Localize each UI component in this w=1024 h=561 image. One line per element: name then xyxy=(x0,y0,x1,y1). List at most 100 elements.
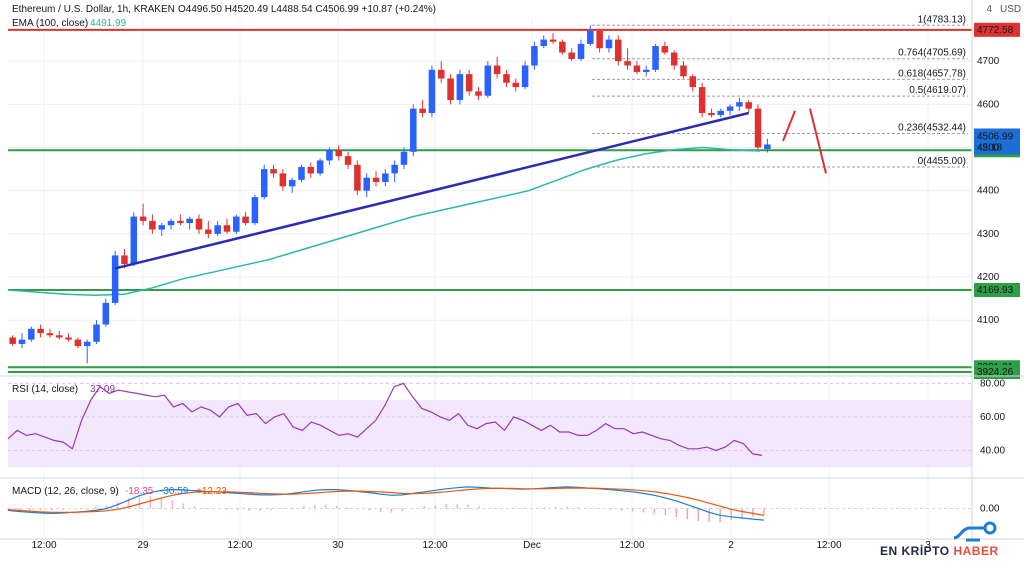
candle-body xyxy=(661,46,669,53)
level-tag-text: 4169.93 xyxy=(977,285,1014,296)
candle-body xyxy=(531,46,538,66)
logo-text-main: EN KRİPTO xyxy=(880,544,950,558)
candle-body xyxy=(186,218,193,224)
rsi-tick-label: 60.00 xyxy=(980,412,1005,423)
candle-body xyxy=(18,339,26,344)
candle-body xyxy=(670,52,678,66)
currency-prefix: 4 xyxy=(986,4,992,15)
x-tick-label: 12:00 xyxy=(227,540,252,551)
candle-body xyxy=(698,87,706,113)
candle-body xyxy=(475,91,482,96)
candle-body xyxy=(587,30,594,44)
candle-body xyxy=(130,216,138,265)
candle-body xyxy=(93,324,100,342)
ema-legend-value: 4491.99 xyxy=(90,18,127,29)
y-tick-label: 4700 xyxy=(977,56,1000,67)
candle-body xyxy=(410,108,417,152)
currency-label: USD xyxy=(1000,4,1021,15)
fib-level-label: 0.764(4705.69) xyxy=(898,48,966,59)
macd-signal-line xyxy=(7,487,765,516)
candle-body xyxy=(242,216,249,224)
fib-level-label: 0.236(4532.44) xyxy=(898,123,966,134)
candle-body xyxy=(559,41,566,53)
projection-arrow-up xyxy=(782,110,796,142)
candle-body xyxy=(46,333,54,336)
logo-icon xyxy=(953,521,997,542)
y-tick-label: 4600 xyxy=(977,99,1000,110)
candle-body xyxy=(65,337,72,340)
y-tick-label: 4100 xyxy=(977,315,1000,326)
candle-body xyxy=(251,197,259,224)
candle-body xyxy=(9,337,16,344)
x-tick-label: 30 xyxy=(332,540,344,551)
fib-level-label: 0.618(4657.78) xyxy=(898,68,966,79)
rsi-pane: 40.00 60.00 80.00 xyxy=(7,378,1005,468)
rsi-legend-label: RSI (14, close) xyxy=(12,384,78,395)
logo-text: EN KRİPTO HABER xyxy=(880,544,999,558)
y-tick-label: 4300 xyxy=(977,229,1000,240)
x-tick-label: 2 xyxy=(728,540,734,551)
x-tick-label: Dec xyxy=(523,540,541,551)
level-tag-text: 4772.58 xyxy=(977,25,1014,36)
trendline xyxy=(114,111,750,270)
rsi-legend-value: 37.09 xyxy=(90,384,115,395)
candle-body xyxy=(74,339,82,347)
candle-body xyxy=(624,61,631,66)
candle-body xyxy=(391,164,398,174)
candle-body xyxy=(615,39,622,62)
candle-body xyxy=(288,179,296,187)
candle-body xyxy=(102,302,110,325)
y-tick-label: 4200 xyxy=(977,272,1000,283)
candle-body xyxy=(363,177,370,191)
x-tick-label: 3 xyxy=(925,540,931,551)
candle-body xyxy=(521,65,529,88)
price-tag-countdown: 42:18 xyxy=(977,142,1002,153)
x-tick-label: 12:00 xyxy=(816,540,841,551)
candle-body xyxy=(233,216,240,232)
horizontal-levels: 4772.584493.644169.933991.013924.264506.… xyxy=(8,22,1020,379)
ema-line xyxy=(7,146,761,296)
candle-body xyxy=(158,225,165,230)
ema-100-line xyxy=(7,146,761,296)
logo-text-accent: HABER xyxy=(953,544,999,558)
candle-body xyxy=(754,108,762,148)
macd-legend-label: MACD (12, 26, close, 9) xyxy=(12,486,119,497)
candle-body xyxy=(121,255,128,265)
candle-body xyxy=(316,160,324,174)
candle-body xyxy=(652,46,659,70)
candle-body xyxy=(335,149,343,157)
grid xyxy=(8,18,972,535)
candle-body xyxy=(577,43,585,60)
rsi-line xyxy=(7,382,763,456)
candle-body xyxy=(270,169,277,174)
candle-body xyxy=(437,69,445,79)
rsi-band xyxy=(8,400,972,468)
candle-body xyxy=(260,169,268,198)
level-tag xyxy=(974,283,1020,298)
candle-body xyxy=(400,151,408,165)
candle-body xyxy=(83,341,91,347)
fib-level-label: 0(4455.00) xyxy=(918,156,966,167)
candle-body xyxy=(382,173,389,183)
candle-body xyxy=(689,76,697,88)
candle-body xyxy=(708,112,715,116)
macd-legend-value-1: -18.35 xyxy=(125,486,154,497)
chart-title: Ethereum / U.S. Dollar, 1h, KRAKEN xyxy=(12,4,175,15)
projection-arrows xyxy=(782,108,827,174)
candle-body xyxy=(177,220,184,224)
candle-body xyxy=(549,39,557,42)
rsi-tick-label: 80.00 xyxy=(980,378,1005,389)
candle-body xyxy=(680,65,687,77)
fib-level-label: 1(4783.13) xyxy=(918,14,966,25)
price-tag-text: 4506.99 xyxy=(977,131,1014,142)
candle-body xyxy=(642,69,650,72)
candle-body xyxy=(717,110,725,116)
y-tick-label: 4500 xyxy=(977,143,1000,154)
candle-body xyxy=(326,149,333,161)
macd-pane: 0.00 xyxy=(7,486,1000,523)
candle-body xyxy=(512,82,520,88)
candle-body xyxy=(745,102,752,109)
candle-body xyxy=(372,177,380,183)
candle-body xyxy=(447,78,454,101)
